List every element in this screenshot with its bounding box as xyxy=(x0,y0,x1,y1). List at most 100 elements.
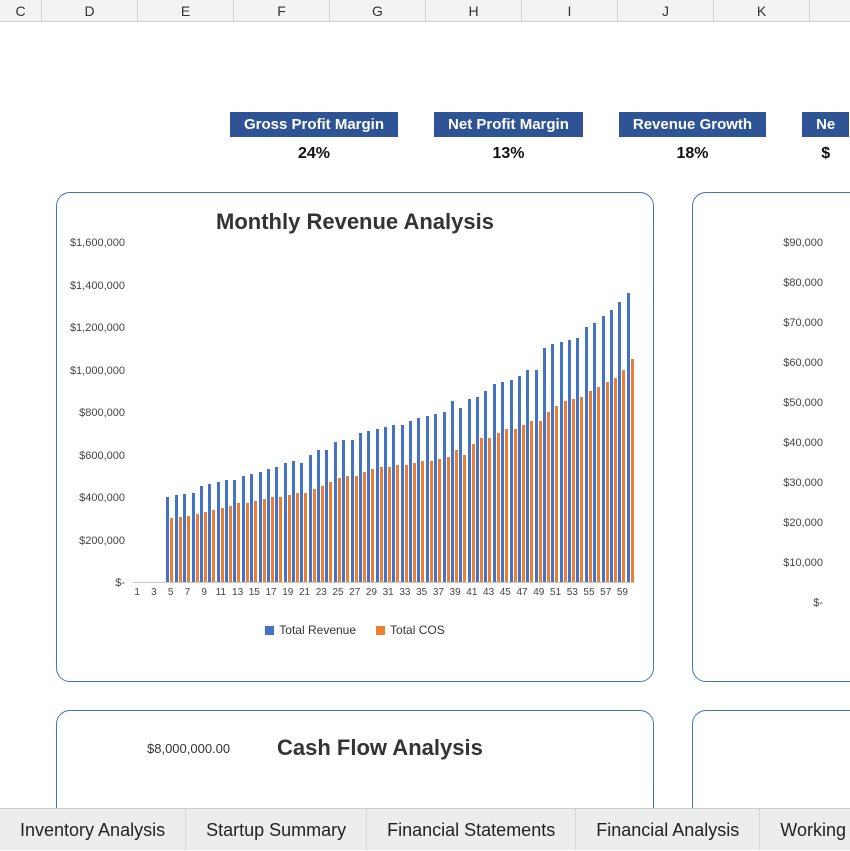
kpi-value: $ xyxy=(802,145,849,163)
revenue-bar xyxy=(250,474,253,582)
cos-bar xyxy=(539,421,542,583)
column-header[interactable]: F xyxy=(234,0,330,21)
revenue-bar xyxy=(309,455,312,583)
column-header[interactable]: D xyxy=(42,0,138,21)
cos-bar xyxy=(204,512,207,582)
cos-bar xyxy=(229,506,232,583)
legend-swatch xyxy=(376,626,385,635)
sheet-tab[interactable]: Working Shee xyxy=(760,809,850,850)
cashflow-value: $8,000,000.00 xyxy=(147,741,230,756)
revenue-bar xyxy=(576,338,579,582)
cos-bar xyxy=(179,517,182,582)
cos-bar xyxy=(430,461,433,582)
revenue-bar xyxy=(510,380,513,582)
sheet-tab-bar: Inventory AnalysisStartup SummaryFinanci… xyxy=(0,808,850,850)
revenue-bar xyxy=(217,482,220,582)
kpi-card: Net Profit Margin13% xyxy=(434,112,583,163)
revenue-bar xyxy=(518,376,521,582)
x-tick-label: 41 xyxy=(466,587,477,598)
column-header[interactable]: J xyxy=(618,0,714,21)
cos-bar xyxy=(170,518,173,582)
revenue-chart-panel: Monthly Revenue Analysis $1,600,000$1,40… xyxy=(56,192,654,682)
x-tick-label: 37 xyxy=(433,587,444,598)
x-tick-label: 27 xyxy=(349,587,360,598)
revenue-bar xyxy=(535,370,538,583)
x-tick-label: 3 xyxy=(151,587,157,598)
revenue-bar xyxy=(526,370,529,583)
cos-bar xyxy=(488,438,491,583)
cos-bar xyxy=(187,516,190,582)
column-header[interactable]: G xyxy=(330,0,426,21)
right-y-tick-label: $40,000 xyxy=(783,437,823,449)
right-y-tick-label: $80,000 xyxy=(783,277,823,289)
sheet-tab[interactable]: Financial Statements xyxy=(367,809,576,850)
revenue-bar xyxy=(459,408,462,582)
x-tick-label: 59 xyxy=(617,587,628,598)
column-header[interactable]: C xyxy=(0,0,42,21)
right-chart-panel: $90,000$80,000$70,000$60,000$50,000$40,0… xyxy=(692,192,850,682)
chart-area: $1,600,000$1,400,000$1,200,000$1,000,000… xyxy=(67,243,639,613)
sheet-tab[interactable]: Inventory Analysis xyxy=(0,809,186,850)
right-y-tick-label: $10,000 xyxy=(783,557,823,569)
cos-bar xyxy=(522,425,525,582)
y-axis: $1,600,000$1,400,000$1,200,000$1,000,000… xyxy=(67,243,129,583)
column-header[interactable]: I xyxy=(522,0,618,21)
x-tick-label: 15 xyxy=(249,587,260,598)
y-tick-label: $1,000,000 xyxy=(70,365,125,377)
column-header[interactable]: K xyxy=(714,0,810,21)
kpi-row: Gross Profit Margin 24% Net Profit Margin1… xyxy=(230,112,850,163)
x-tick-label: 33 xyxy=(399,587,410,598)
cos-bar xyxy=(505,429,508,582)
kpi-card: Ne $ xyxy=(802,112,849,163)
revenue-bar xyxy=(560,342,563,582)
revenue-bar xyxy=(367,431,370,582)
revenue-bar xyxy=(627,293,630,582)
kpi-label: Ne xyxy=(802,112,849,137)
cos-bar xyxy=(263,499,266,582)
cos-bar xyxy=(254,501,257,582)
cos-bar xyxy=(363,472,366,583)
cos-bar xyxy=(480,438,483,583)
cos-bar xyxy=(237,503,240,582)
kpi-value: 13% xyxy=(434,145,583,163)
cos-bar xyxy=(455,450,458,582)
right-y-tick-label: $90,000 xyxy=(783,237,823,249)
column-header[interactable]: H xyxy=(426,0,522,21)
revenue-bar xyxy=(610,310,613,582)
cos-bar xyxy=(405,465,408,582)
sheet-tab[interactable]: Financial Analysis xyxy=(576,809,760,850)
cos-bar xyxy=(447,457,450,582)
revenue-bar xyxy=(493,384,496,582)
cos-bar xyxy=(589,391,592,582)
column-header[interactable]: E xyxy=(138,0,234,21)
revenue-bar xyxy=(342,440,345,582)
revenue-bar xyxy=(300,463,303,582)
cos-bar xyxy=(313,489,316,583)
x-tick-label: 19 xyxy=(282,587,293,598)
kpi-label: Gross Profit Margin xyxy=(230,112,398,137)
cos-bar xyxy=(346,476,349,582)
x-tick-label: 11 xyxy=(216,587,226,598)
x-tick-label: 9 xyxy=(201,587,207,598)
revenue-bar xyxy=(551,344,554,582)
cos-bar xyxy=(296,493,299,582)
revenue-bar xyxy=(593,323,596,582)
sheet-tab[interactable]: Startup Summary xyxy=(186,809,367,850)
revenue-bar xyxy=(401,425,404,582)
revenue-bar xyxy=(200,486,203,582)
x-tick-label: 13 xyxy=(232,587,243,598)
revenue-bar xyxy=(543,348,546,582)
x-tick-label: 31 xyxy=(383,587,394,598)
cos-bar xyxy=(288,495,291,582)
revenue-bar xyxy=(325,450,328,582)
revenue-bar xyxy=(284,463,287,582)
cos-bar xyxy=(572,399,575,582)
revenue-bar xyxy=(476,397,479,582)
cashflow-title: Cash Flow Analysis xyxy=(277,735,483,761)
x-tick-label: 43 xyxy=(483,587,494,598)
x-tick-label: 49 xyxy=(533,587,544,598)
cos-bar xyxy=(329,482,332,582)
revenue-bar xyxy=(267,469,270,582)
right-y-tick-label: $60,000 xyxy=(783,357,823,369)
kpi-value: 24% xyxy=(230,145,398,163)
